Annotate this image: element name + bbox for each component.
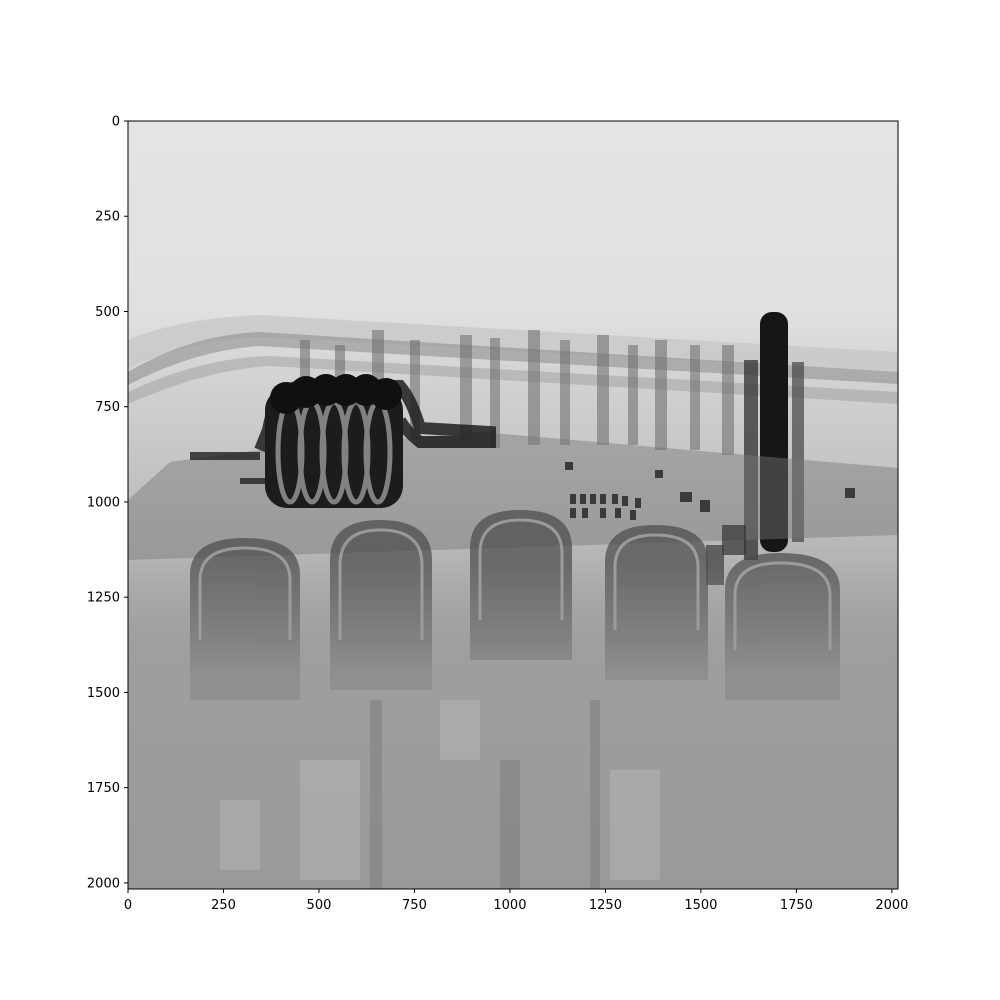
x-tick-label: 1750	[780, 898, 813, 913]
x-tick-label: 1500	[684, 898, 717, 913]
x-tick-label: 1250	[589, 898, 622, 913]
y-tick-label: 1250	[87, 591, 120, 606]
x-axis: 0 250 500 750 1000 1250 1500 1750 2000	[124, 889, 908, 913]
x-tick-label: 0	[124, 898, 132, 913]
y-tick-label: 750	[95, 400, 120, 415]
x-tick-label: 750	[402, 898, 427, 913]
x-tick-label: 500	[307, 898, 332, 913]
xray-scan-image	[128, 121, 898, 889]
y-tick-label: 1500	[87, 686, 120, 701]
y-tick-label: 1000	[87, 495, 120, 510]
y-tick-label: 500	[95, 305, 120, 320]
y-tick-label: 250	[95, 210, 120, 225]
x-tick-label: 2000	[875, 898, 908, 913]
y-tick-label: 0	[112, 115, 120, 130]
y-tick-label: 2000	[87, 876, 120, 891]
x-tick-label: 250	[211, 898, 236, 913]
plot-frame	[127, 120, 899, 890]
y-tick-label: 1750	[87, 781, 120, 796]
y-axis: 0 250 500 750 1000 1250 1500 1750 2000	[87, 115, 128, 891]
x-tick-label: 1000	[493, 898, 526, 913]
coil-component	[254, 374, 496, 508]
